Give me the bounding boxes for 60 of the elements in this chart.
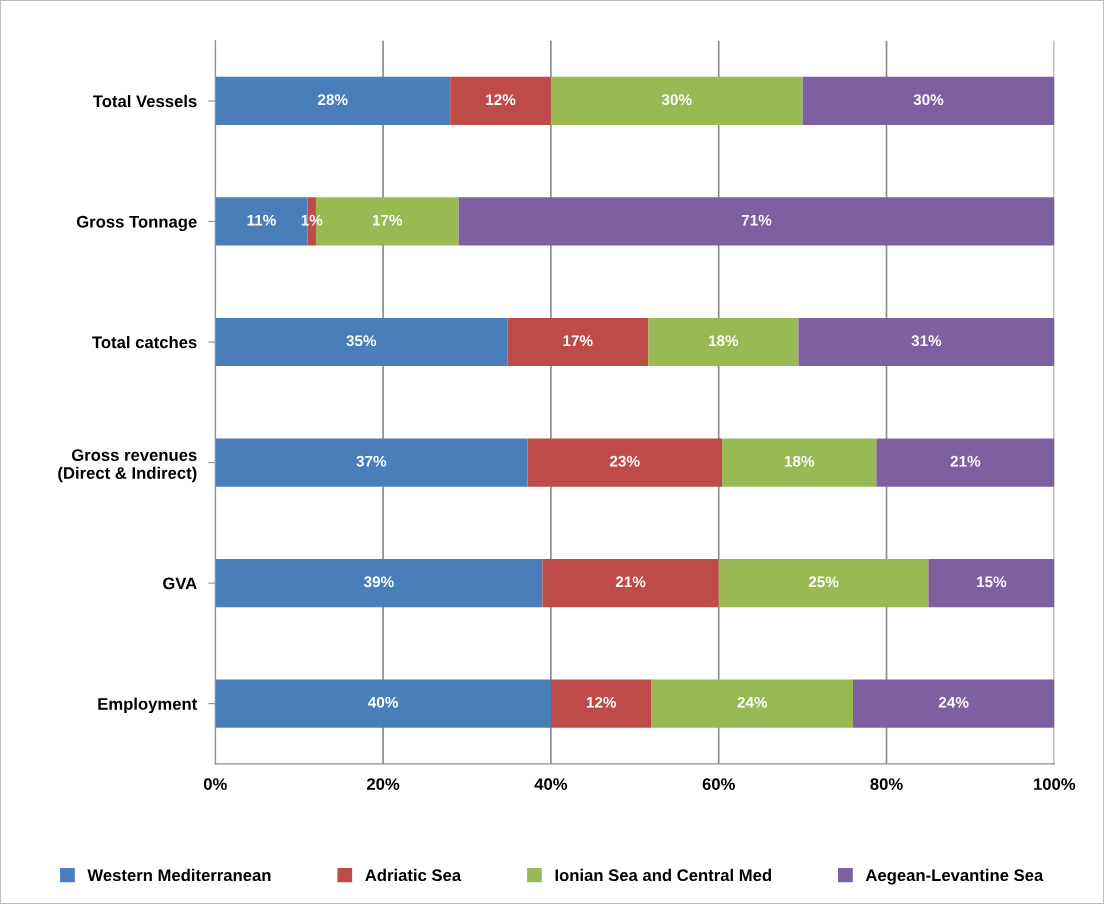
x-tick-label: 80% [870,778,903,791]
x-tick-label: 60% [702,778,735,791]
data-label: 11% [247,214,276,226]
data-label: 12% [486,94,516,106]
data-label: 30% [661,94,692,106]
bar [215,438,528,487]
legend-label: Adriatic Sea [365,868,462,882]
bar [215,679,551,728]
bar [651,679,853,728]
data-label: 21% [615,576,646,588]
data-label: 39% [363,576,394,588]
data-label: 40% [368,696,398,708]
y-tick-label: Gross Tonnage [76,215,197,232]
bar [527,438,723,487]
y-tick-label: Total Vessels [93,94,197,108]
data-label: 35% [346,335,377,347]
y-tick-label: GVA [163,577,197,590]
data-label: 21% [950,455,981,467]
bar [550,76,803,126]
bar [507,317,649,367]
data-label: 24% [938,696,969,708]
x-tick-label: 100% [1034,778,1076,791]
bar [215,76,451,126]
data-label: 28% [317,94,348,106]
data-label: 31% [911,335,942,347]
x-tick-label: 0% [203,778,227,791]
bar [215,558,543,608]
y-tick-label: Gross revenues (Direct & Indirect) [58,449,197,483]
bar [802,76,1055,126]
data-label: 15% [977,576,1007,588]
bar [542,558,719,608]
bar [458,197,1055,246]
data-label: 71% [741,214,772,226]
data-label: 12% [586,696,617,708]
legend-label: Ionian Sea and Central Med [555,868,771,882]
data-label: 17% [372,214,403,226]
bar [928,558,1055,608]
bar [450,76,551,126]
data-label: 23% [609,455,640,467]
data-label: 18% [708,335,739,347]
bar [648,317,799,367]
bar [718,558,929,608]
y-tick-label: Total catches [92,335,197,349]
data-label: 30% [913,94,944,106]
data-label: 37% [356,455,387,467]
bar [722,438,877,487]
legend-label: Western Mediterranean [87,868,271,882]
bar [852,679,1055,728]
data-label: 24% [737,696,768,708]
bar [876,438,1055,487]
bar [798,317,1055,367]
x-tick-label: 20% [366,778,400,791]
data-label: 17% [563,335,593,347]
y-tick-label: Employment [98,697,198,714]
data-label: 25% [808,576,839,588]
bar [550,679,652,728]
legend-label: Aegean-Levantine Sea [865,868,1044,885]
bar [215,317,508,367]
data-label: 18% [784,455,815,467]
x-tick-label: 40% [534,778,568,791]
